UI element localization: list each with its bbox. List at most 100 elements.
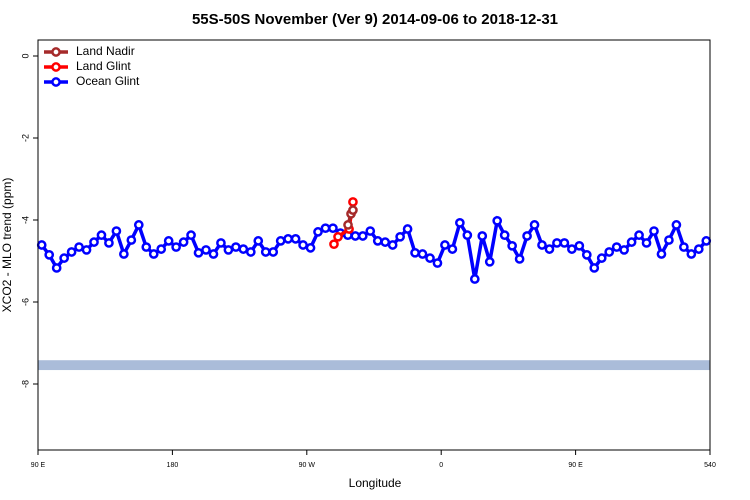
data-point (348, 205, 358, 215)
data-point (36, 240, 47, 250)
data-point (201, 245, 211, 255)
data-point (126, 235, 137, 245)
data-point (283, 234, 293, 244)
data-point (328, 223, 338, 234)
data-point (193, 247, 204, 258)
y-axis-label: XCO2 - MLO trend (ppm) (0, 178, 14, 313)
data-point (492, 215, 503, 226)
data-point (66, 247, 77, 257)
data-point (626, 237, 637, 247)
data-point (671, 220, 682, 230)
y-tick-label: 0 (20, 53, 30, 58)
y-tick-label: -6 (20, 298, 30, 306)
data-point (111, 226, 122, 236)
data-point (507, 240, 517, 251)
data-point (432, 258, 443, 268)
data-point (290, 234, 301, 244)
data-point (656, 249, 667, 259)
data-point (469, 274, 480, 284)
data-point (298, 240, 308, 250)
legend-marker (51, 47, 61, 57)
x-tick-label: 540 (704, 462, 716, 469)
data-point (348, 197, 358, 207)
data-point (417, 249, 428, 259)
plot-frame (37, 39, 711, 451)
data-point (447, 244, 458, 254)
data-point (499, 230, 510, 241)
legend-label: Ocean Glint (76, 74, 140, 88)
data-point (596, 253, 607, 263)
legend-marker (51, 77, 61, 87)
data-point (268, 247, 279, 257)
data-point (119, 249, 129, 259)
data-point (208, 249, 219, 259)
data-point (333, 231, 343, 242)
data-point (559, 238, 570, 248)
data-point (604, 247, 615, 257)
data-point (514, 254, 525, 264)
data-point (484, 256, 495, 267)
y-tick-label: -4 (20, 216, 30, 224)
y-tick-label: -2 (20, 134, 30, 142)
x-tick-label: 90 E (568, 462, 583, 469)
data-point (81, 245, 92, 255)
legend-marker (51, 62, 61, 72)
data-point (402, 224, 413, 234)
data-point (141, 242, 152, 252)
data-point (611, 242, 622, 252)
x-tick-label: 0 (439, 462, 443, 469)
data-point (679, 242, 689, 252)
data-point (89, 237, 99, 247)
data-point (253, 236, 264, 246)
chart-title: 55S-50S November (Ver 9) 2014-09-06 to 2… (192, 11, 558, 28)
data-point (186, 230, 196, 241)
data-point (171, 242, 181, 252)
data-point (275, 236, 286, 246)
x-tick-label: 180 (167, 462, 179, 469)
data-point (686, 249, 697, 259)
data-point (133, 220, 144, 230)
data-point (148, 249, 159, 259)
data-point (552, 238, 562, 248)
data-point (329, 239, 339, 250)
x-tick-label: 90 E (31, 462, 46, 469)
data-point (634, 230, 644, 241)
data-point (223, 245, 234, 255)
data-point (462, 230, 473, 241)
x-axis-label: Longitude (349, 476, 402, 490)
data-point (313, 227, 323, 237)
data-point (350, 231, 361, 241)
data-point (440, 240, 450, 250)
y-tick-label: -8 (20, 380, 30, 388)
data-point (693, 244, 704, 254)
data-point (522, 231, 532, 241)
data-point (216, 238, 226, 248)
data-point (567, 244, 577, 254)
data-point (425, 253, 435, 263)
data-point (51, 263, 62, 273)
data-point (320, 223, 331, 234)
legend-label: Land Glint (76, 59, 131, 73)
x-tick-label: 90 W (299, 462, 316, 469)
data-point (537, 240, 547, 250)
data-point (178, 237, 189, 247)
data-point (649, 226, 659, 236)
data-point (59, 253, 69, 263)
data-point (395, 231, 405, 242)
band (38, 360, 710, 371)
data-point (581, 249, 592, 260)
data-point (701, 236, 712, 246)
data-point (380, 237, 391, 247)
data-point (589, 263, 600, 273)
data-point (231, 242, 241, 252)
data-point (365, 226, 376, 236)
data-point (664, 235, 674, 245)
data-point (372, 236, 383, 246)
data-point (641, 238, 652, 248)
data-point (238, 244, 249, 254)
data-point (96, 230, 107, 241)
data-point (163, 236, 174, 246)
data-point (44, 249, 55, 260)
data-point (544, 244, 555, 254)
